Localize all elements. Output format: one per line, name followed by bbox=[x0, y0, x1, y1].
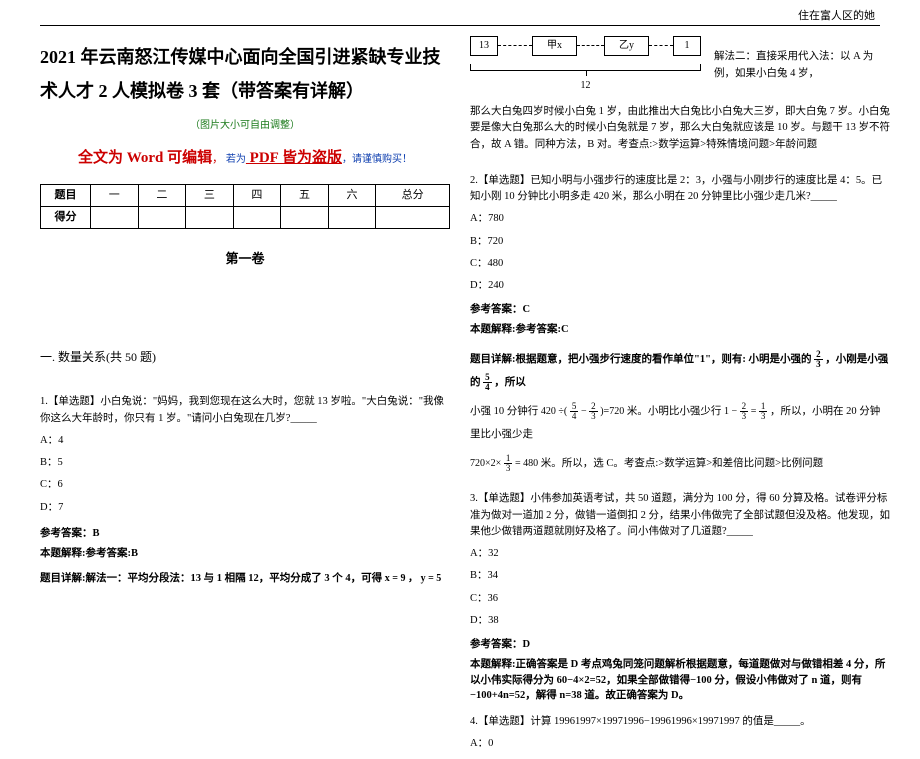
dash bbox=[649, 45, 673, 46]
section-heading: 一. 数量关系(共 50 题) bbox=[40, 348, 450, 366]
box-1: 1 bbox=[673, 36, 701, 56]
box-13: 13 bbox=[470, 36, 498, 56]
q3-opt-b: B：34 bbox=[470, 568, 890, 584]
r-top-2: 那么大白兔四岁时候小白兔 1 岁，由此推出大白兔比小白兔大三岁，即大白兔 7 岁… bbox=[470, 104, 890, 153]
q3-stem: 3.【单选题】小伟参加英语考试，共 50 道题，满分为 100 分，得 60 分… bbox=[470, 491, 890, 540]
pdf-pirate: PDF 皆为盗版 bbox=[246, 150, 342, 166]
q1-opt-b: B：5 bbox=[40, 455, 450, 471]
q2-t2b: 米。小明比小强少行 bbox=[627, 406, 722, 417]
frac-icon: 54 bbox=[570, 402, 579, 421]
dash bbox=[577, 45, 604, 46]
frac-icon: 23 bbox=[814, 350, 823, 369]
q2-expl-3: 720×2× 13 = 480 米。所以，选 C。考查点:>数学运算>和差倍比问… bbox=[470, 452, 890, 475]
td-blank bbox=[281, 206, 329, 228]
left-column: 2021 年云南怒江传媒中心面向全国引进紧缺专业技术人才 2 人模拟卷 3 套（… bbox=[40, 40, 450, 594]
th-6: 六 bbox=[328, 184, 376, 206]
eq: − bbox=[581, 406, 589, 417]
q2-opt-b: B：720 bbox=[470, 234, 890, 250]
eq: 720×2× bbox=[470, 458, 501, 469]
q2-opt-d: D：240 bbox=[470, 278, 890, 294]
span-bracket: 12 bbox=[470, 64, 701, 76]
q2-expl-1: 题目详解:根据题意，把小强步行速度的看作单位"1"，则有: 小明是小强的 23 … bbox=[470, 348, 890, 394]
th-1: 一 bbox=[91, 184, 139, 206]
frac-icon: 23 bbox=[589, 402, 598, 421]
frac-icon: 13 bbox=[759, 402, 768, 421]
q3-opt-c: C：36 bbox=[470, 591, 890, 607]
q1-opt-c: C：6 bbox=[40, 477, 450, 493]
frac-icon: 23 bbox=[740, 402, 749, 421]
q1-explanation: 题目详解:解法一：平均分段法：13 与 1 相隔 12，平均分成了 3 个 4，… bbox=[40, 571, 450, 587]
frac-icon: 54 bbox=[483, 373, 492, 392]
eq: 420 ÷( bbox=[541, 406, 567, 417]
q1-y: y = 5 bbox=[421, 573, 442, 584]
q1-answer: 参考答案：B bbox=[40, 526, 450, 542]
eq: 1 − bbox=[724, 406, 740, 417]
q2-t1: 题目详解:根据题意，把小强步行速度的看作单位"1"，则有: 小明是小强的 bbox=[470, 354, 812, 365]
right-column: 13 甲x 乙y 1 12 解法二：直接采用代入法：以 A 为例，如果小白兔 4… bbox=[470, 30, 890, 759]
td-blank bbox=[91, 206, 139, 228]
q2-opt-a: A：780 bbox=[470, 211, 890, 227]
eq: = bbox=[751, 406, 759, 417]
image-size-note: （图片大小可自由调整） bbox=[40, 118, 450, 133]
q2-expl-2: 小强 10 分钟行 420 ÷( 54 − 23 )=720 米。小明比小强少行… bbox=[470, 400, 890, 446]
th-total: 总分 bbox=[376, 184, 450, 206]
td-blank bbox=[376, 206, 450, 228]
q2-expl-label: 本题解释:参考答案:C bbox=[470, 322, 890, 338]
caution-buy: ，请谨慎购买！ bbox=[342, 154, 412, 165]
top-rule bbox=[40, 25, 880, 26]
if-pdf-prefix: 若为 bbox=[226, 154, 246, 165]
td-blank bbox=[328, 206, 376, 228]
td-blank bbox=[233, 206, 281, 228]
th-5: 五 bbox=[281, 184, 329, 206]
q1-expl-label: 本题解释:参考答案:B bbox=[40, 546, 450, 562]
q1-opt-a: A：4 bbox=[40, 433, 450, 449]
th-3: 三 bbox=[186, 184, 234, 206]
score-table: 题目 一 二 三 四 五 六 总分 得分 bbox=[40, 184, 450, 229]
q3-opt-d: D：38 bbox=[470, 613, 890, 629]
table-row: 题目 一 二 三 四 五 六 总分 bbox=[41, 184, 450, 206]
q1-opt-d: D：7 bbox=[40, 500, 450, 516]
r-top-1: 解法二：直接采用代入法：以 A 为例，如果小白兔 4 岁， bbox=[710, 49, 890, 98]
q4-opt-a: A：0 bbox=[470, 736, 890, 752]
comma: ， bbox=[212, 153, 223, 165]
box-yi: 乙y bbox=[604, 36, 649, 56]
header-note: 住在富人区的她 bbox=[798, 8, 875, 25]
eq: = 480 bbox=[515, 458, 538, 469]
q3-expl: 本题解释:正确答案是 D 考点鸡兔同笼问题解析根据题意，每道题做对与做错相差 4… bbox=[470, 657, 890, 704]
th-2: 二 bbox=[138, 184, 186, 206]
td-score-label: 得分 bbox=[41, 206, 91, 228]
q2-answer: 参考答案：C bbox=[470, 302, 890, 318]
volume-heading: 第一卷 bbox=[40, 249, 450, 269]
q1-stem: 1.【单选题】小白兔说："妈妈，我到您现在这么大时，您就 13 岁啦。"大白兔说… bbox=[40, 394, 450, 427]
q2-opt-c: C：480 bbox=[470, 256, 890, 272]
th-label: 题目 bbox=[41, 184, 91, 206]
q2-t1c: ，所以 bbox=[494, 377, 526, 388]
td-blank bbox=[138, 206, 186, 228]
th-4: 四 bbox=[233, 184, 281, 206]
eq: )=720 bbox=[600, 406, 624, 417]
td-blank bbox=[186, 206, 234, 228]
age-diagram: 13 甲x 乙y 1 12 bbox=[470, 30, 710, 100]
span-label: 12 bbox=[581, 78, 591, 93]
q2-t2a: 小强 10 分钟行 bbox=[470, 406, 538, 417]
q3-opt-a: A：32 bbox=[470, 546, 890, 562]
q2-stem: 2.【单选题】已知小明与小强步行的速度比是 2：3，小强与小刚步行的速度比是 4… bbox=[470, 173, 890, 206]
q1-expl-text: 题目详解:解法一：平均分段法：13 与 1 相隔 12，平均分成了 3 个 4，… bbox=[40, 573, 382, 584]
word-editable: 全文为 Word 可编辑 bbox=[78, 150, 212, 166]
q4-stem: 4.【单选题】计算 19961997×19971996−19961996×199… bbox=[470, 714, 890, 730]
q1-x: x = 9 ， bbox=[385, 573, 418, 584]
watermark-line: 全文为 Word 可编辑， 若为 PDF 皆为盗版，请谨慎购买！ bbox=[40, 147, 450, 170]
table-row: 得分 bbox=[41, 206, 450, 228]
doc-title: 2021 年云南怒江传媒中心面向全国引进紧缺专业技术人才 2 人模拟卷 3 套（… bbox=[40, 40, 450, 108]
frac-icon: 13 bbox=[504, 454, 513, 473]
dash bbox=[498, 45, 532, 46]
box-jia: 甲x bbox=[532, 36, 577, 56]
q2-t3: 米。所以，选 C。考查点:>数学运算>和差倍比问题>比例问题 bbox=[541, 458, 823, 469]
